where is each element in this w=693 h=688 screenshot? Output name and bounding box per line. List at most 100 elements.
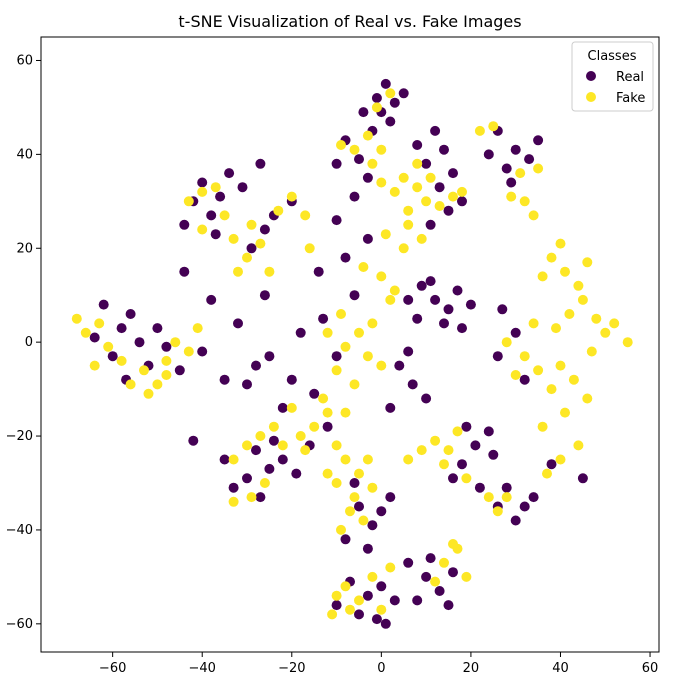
data-point-fake xyxy=(434,201,445,211)
data-point-fake xyxy=(376,177,387,188)
data-point-fake xyxy=(515,168,526,179)
data-point-real xyxy=(349,290,360,301)
data-point-fake xyxy=(286,402,297,413)
data-point-real xyxy=(340,534,351,545)
data-point-fake xyxy=(519,196,530,207)
data-point-fake xyxy=(560,407,570,418)
data-point-real xyxy=(439,318,449,329)
data-point-real xyxy=(219,454,230,465)
data-point-fake xyxy=(255,431,266,441)
data-point-real xyxy=(233,318,243,329)
data-point-real xyxy=(367,520,378,531)
data-point-fake xyxy=(103,341,114,352)
data-point-real xyxy=(407,379,418,390)
data-point-fake xyxy=(542,468,552,479)
data-point-real xyxy=(394,360,405,371)
data-point-real xyxy=(255,492,266,503)
data-point-real xyxy=(116,323,127,334)
data-point-real xyxy=(371,614,382,625)
legend-label-real: Real xyxy=(616,70,644,85)
data-point-fake xyxy=(242,440,252,451)
data-point-real xyxy=(577,473,588,484)
data-point-real xyxy=(224,168,235,179)
data-point-real xyxy=(228,482,239,493)
data-point-fake xyxy=(412,158,423,169)
data-point-real xyxy=(443,205,454,216)
plot-frame xyxy=(40,36,660,653)
data-point-fake xyxy=(210,182,221,193)
data-point-fake xyxy=(371,102,382,113)
data-point-real xyxy=(251,360,261,371)
data-point-fake xyxy=(300,445,311,456)
data-point-real xyxy=(380,618,391,629)
data-point-real xyxy=(452,285,463,296)
data-point-real xyxy=(331,351,342,362)
data-point-real xyxy=(533,135,544,146)
data-point-real xyxy=(488,449,499,460)
data-point-fake xyxy=(340,581,351,592)
data-point-real xyxy=(380,78,391,89)
data-point-real xyxy=(219,374,230,385)
data-point-fake xyxy=(349,379,360,390)
data-point-real xyxy=(255,158,266,169)
data-point-real xyxy=(362,543,373,554)
data-point-real xyxy=(264,351,275,362)
y-axis: −60 −40 −20 0 20 40 60 xyxy=(6,53,41,632)
data-point-real xyxy=(425,219,436,230)
data-point-real xyxy=(98,299,109,310)
data-point-real xyxy=(210,229,221,240)
y-tick-label: 0 xyxy=(25,335,33,350)
y-tick-label: 60 xyxy=(16,53,33,68)
data-point-fake xyxy=(461,473,472,484)
plot-area xyxy=(40,36,660,653)
data-point-real xyxy=(403,294,414,305)
data-point-fake xyxy=(354,327,364,338)
data-point-fake xyxy=(528,318,539,329)
data-point-real xyxy=(461,421,472,432)
data-point-fake xyxy=(474,125,485,136)
data-point-real xyxy=(528,492,539,503)
data-point-fake xyxy=(89,360,100,371)
data-point-fake xyxy=(483,492,494,503)
data-point-real xyxy=(318,313,329,324)
data-point-real xyxy=(152,323,163,334)
chart-title: t-SNE Visualization of Real vs. Fake Ima… xyxy=(178,12,521,31)
data-point-fake xyxy=(600,327,611,338)
data-point-fake xyxy=(376,360,387,371)
data-point-fake xyxy=(336,309,346,319)
data-point-fake xyxy=(376,144,387,155)
x-axis: −60 −40 −20 0 20 40 60 xyxy=(99,652,658,676)
data-point-fake xyxy=(192,323,203,334)
data-point-fake xyxy=(573,440,584,451)
data-point-fake xyxy=(439,459,449,470)
data-point-real xyxy=(313,266,324,277)
data-point-fake xyxy=(161,355,172,366)
data-point-fake xyxy=(537,421,548,432)
data-point-fake xyxy=(501,492,512,503)
data-point-fake xyxy=(94,318,105,329)
data-point-real xyxy=(291,468,302,479)
data-point-fake xyxy=(591,313,602,324)
data-point-real xyxy=(497,304,508,315)
data-point-real xyxy=(89,332,100,343)
data-point-fake xyxy=(228,496,239,507)
data-point-real xyxy=(362,172,373,183)
data-point-fake xyxy=(425,172,436,183)
data-point-fake xyxy=(362,130,373,141)
data-point-fake xyxy=(242,252,252,263)
data-point-fake xyxy=(116,355,127,366)
data-point-fake xyxy=(340,407,351,418)
data-point-real xyxy=(421,571,432,582)
data-point-fake xyxy=(367,318,378,329)
data-point-fake xyxy=(354,595,364,606)
data-point-real xyxy=(206,294,217,305)
legend-label-fake: Fake xyxy=(616,91,645,106)
data-point-real xyxy=(546,459,557,470)
data-point-fake xyxy=(457,186,467,197)
data-point-real xyxy=(421,158,432,169)
data-point-real xyxy=(457,196,467,207)
data-point-fake xyxy=(358,262,369,272)
data-point-fake xyxy=(533,163,544,174)
y-tick-label: −40 xyxy=(6,523,33,538)
data-point-fake xyxy=(219,210,230,221)
